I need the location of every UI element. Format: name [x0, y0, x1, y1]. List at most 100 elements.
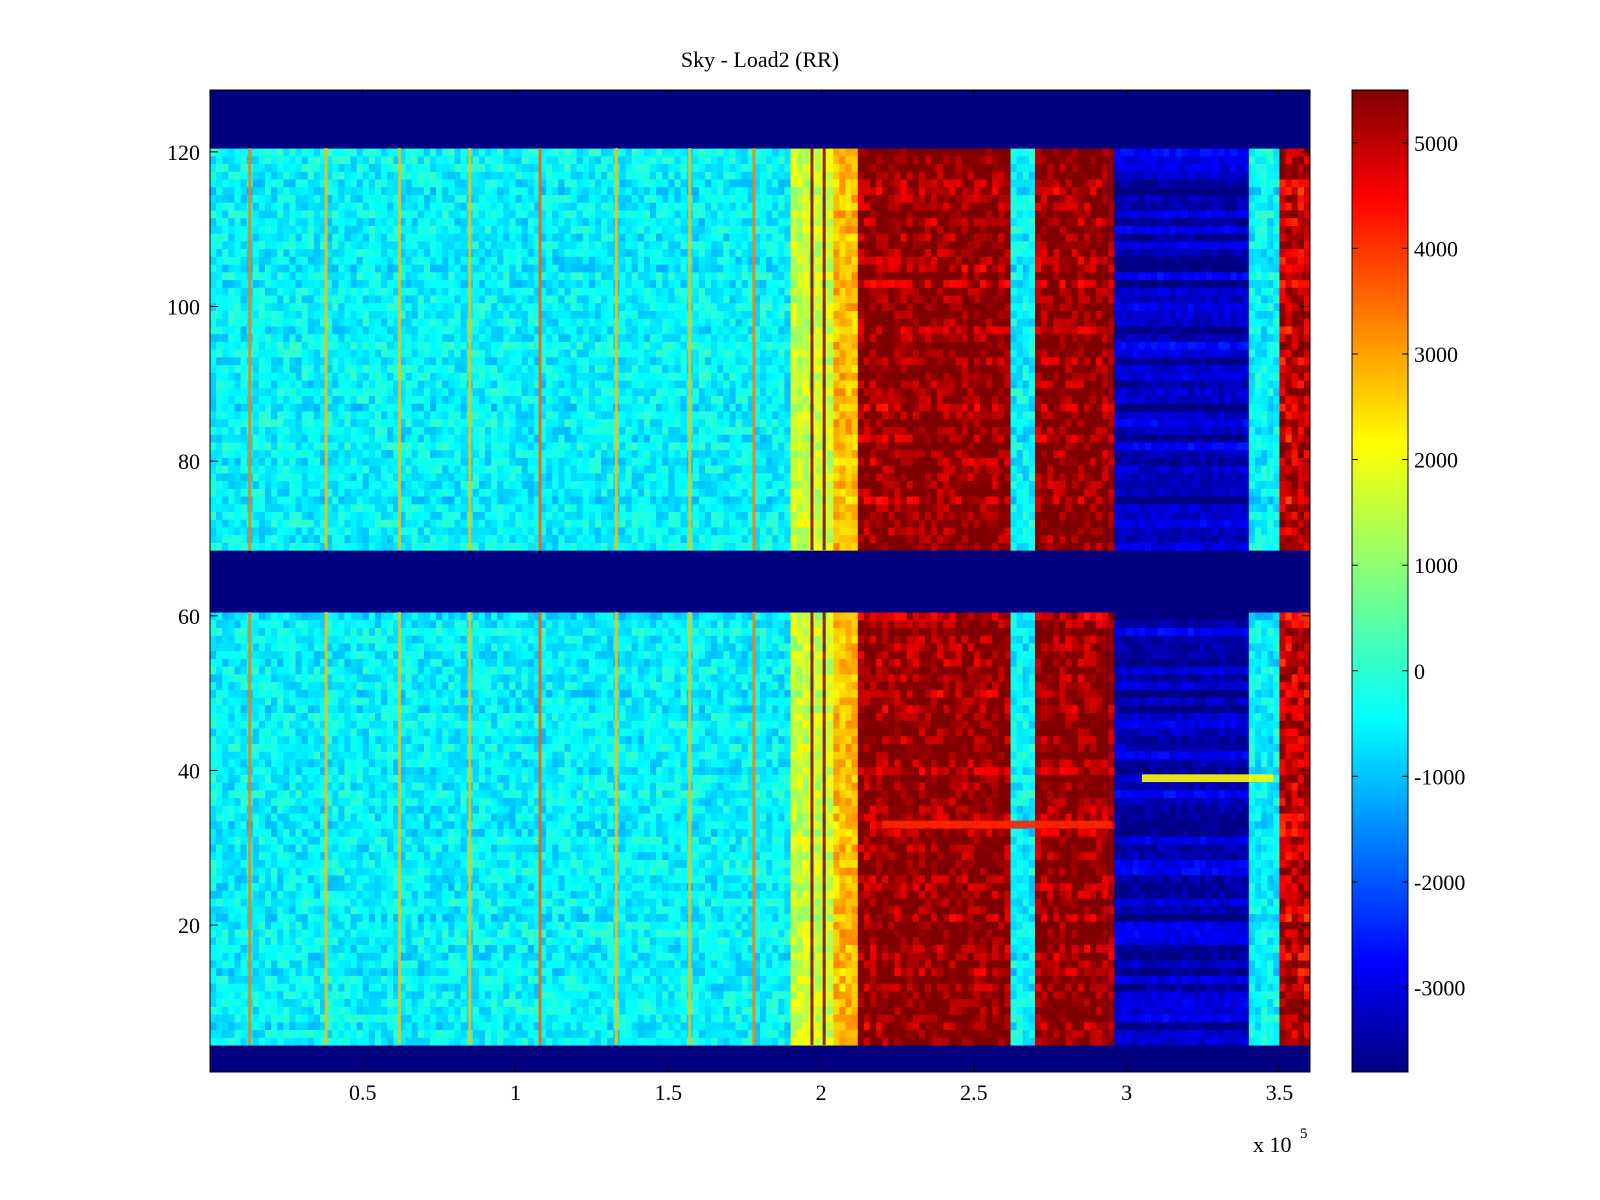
heatmap-cell — [870, 959, 877, 969]
heatmap-cell — [1145, 975, 1152, 984]
heatmap-cell — [1022, 882, 1030, 891]
heatmap-cell — [527, 975, 535, 984]
heatmap-cell — [210, 998, 217, 1007]
heatmap-cell — [1010, 959, 1018, 969]
heatmap-cell — [576, 975, 584, 984]
heatmap-cell — [332, 898, 339, 907]
heatmap-cell — [967, 928, 975, 938]
heatmap-cell — [1285, 1037, 1293, 1046]
heatmap-cell — [1120, 921, 1128, 930]
heatmap-cell — [607, 1037, 614, 1046]
heatmap-cell — [1065, 936, 1073, 946]
heatmap-cell — [362, 944, 370, 953]
heatmap-cell — [521, 843, 529, 853]
heatmap-cell — [460, 1029, 468, 1038]
heatmap-cell — [790, 890, 798, 899]
heatmap-cell — [564, 890, 572, 899]
heatmap-cell — [705, 928, 712, 938]
heatmap-cell — [1083, 874, 1091, 884]
heatmap-cell — [1065, 882, 1073, 891]
heatmap-cell — [833, 1014, 841, 1023]
heatmap-cell — [1273, 913, 1281, 922]
heatmap-cell — [576, 944, 584, 953]
heatmap-cell — [998, 990, 1006, 1000]
heatmap-cell — [961, 1014, 969, 1023]
heatmap-cell — [973, 936, 981, 946]
heatmap-cell — [472, 851, 480, 860]
heatmap-cell — [1090, 952, 1097, 961]
heatmap-cell — [1077, 928, 1085, 938]
heatmap-cell — [992, 944, 999, 953]
heatmap-cell — [1138, 1006, 1146, 1015]
heatmap-cell — [1004, 874, 1012, 884]
heatmap-cell — [295, 874, 303, 884]
heatmap-cell — [790, 1014, 798, 1023]
heatmap-cell — [1151, 851, 1158, 860]
heatmap-cell — [1090, 1037, 1097, 1046]
heatmap-cell — [1108, 898, 1116, 907]
heatmap-cell — [705, 828, 712, 837]
heatmap-cell — [741, 998, 749, 1007]
heatmap-cell — [1114, 944, 1122, 953]
heatmap-cell — [839, 921, 847, 930]
heatmap-cell — [265, 836, 272, 845]
heatmap-cell — [753, 1029, 761, 1038]
heatmap-cell — [1261, 859, 1268, 868]
heatmap-cell — [393, 882, 401, 891]
heatmap-cell — [619, 882, 627, 891]
heatmap-cell — [668, 1006, 676, 1015]
heatmap-cell — [1102, 1037, 1109, 1046]
heatmap-cell — [564, 913, 572, 922]
heatmap-cell — [436, 944, 443, 953]
heatmap-cell — [460, 836, 468, 845]
heatmap-cell — [711, 990, 718, 1000]
heatmap-cell — [442, 828, 449, 837]
heatmap-cell — [723, 1006, 731, 1015]
heatmap-cell — [478, 944, 486, 953]
heatmap-cell — [1236, 998, 1244, 1007]
heatmap-cell — [656, 998, 663, 1007]
heatmap-cell — [1053, 874, 1061, 884]
heatmap-cell — [1285, 1021, 1293, 1031]
heatmap-cell — [527, 898, 535, 907]
heatmap-cell — [1028, 1014, 1036, 1023]
heatmap-cell — [521, 990, 529, 1000]
heatmap-cell — [827, 882, 834, 891]
heatmap-cell — [1175, 867, 1183, 876]
heatmap-cell — [277, 1006, 284, 1015]
heatmap-cell — [863, 936, 871, 946]
heatmap-cell — [680, 882, 688, 891]
heatmap-cell — [210, 990, 217, 1000]
heatmap-cell — [698, 1021, 706, 1031]
heatmap-cell — [631, 859, 639, 868]
heatmap-cell — [576, 874, 584, 884]
heatmap-cell — [485, 975, 492, 984]
heatmap-cell — [430, 952, 437, 961]
heatmap-cell — [986, 928, 993, 938]
heatmap-cell — [888, 913, 896, 922]
heatmap-cell — [894, 928, 902, 938]
heatmap-cell — [301, 874, 309, 884]
heatmap-cell — [588, 1029, 596, 1038]
heatmap-cell — [1267, 983, 1274, 992]
heatmap-cell — [234, 851, 242, 860]
heatmap-cell — [625, 867, 633, 876]
heatmap-cell — [381, 921, 388, 930]
heatmap-cell — [851, 882, 859, 891]
heatmap-cell — [815, 828, 822, 837]
heatmap-cell — [1187, 959, 1195, 969]
heatmap-cell — [313, 874, 321, 884]
heatmap-cell — [387, 828, 394, 837]
heatmap-cell — [485, 843, 492, 853]
heatmap-cell — [1267, 1021, 1274, 1031]
heatmap-cell — [497, 1006, 504, 1015]
heatmap-cell — [491, 890, 498, 899]
heatmap-cell — [839, 828, 847, 837]
heatmap-cell — [1285, 882, 1293, 891]
heatmap-cell — [857, 967, 865, 976]
heatmap-cell — [705, 1037, 712, 1046]
heatmap-cell — [222, 913, 229, 922]
heatmap-cell — [906, 959, 914, 969]
heatmap-cell — [973, 990, 981, 1000]
heatmap-cell — [949, 851, 957, 860]
